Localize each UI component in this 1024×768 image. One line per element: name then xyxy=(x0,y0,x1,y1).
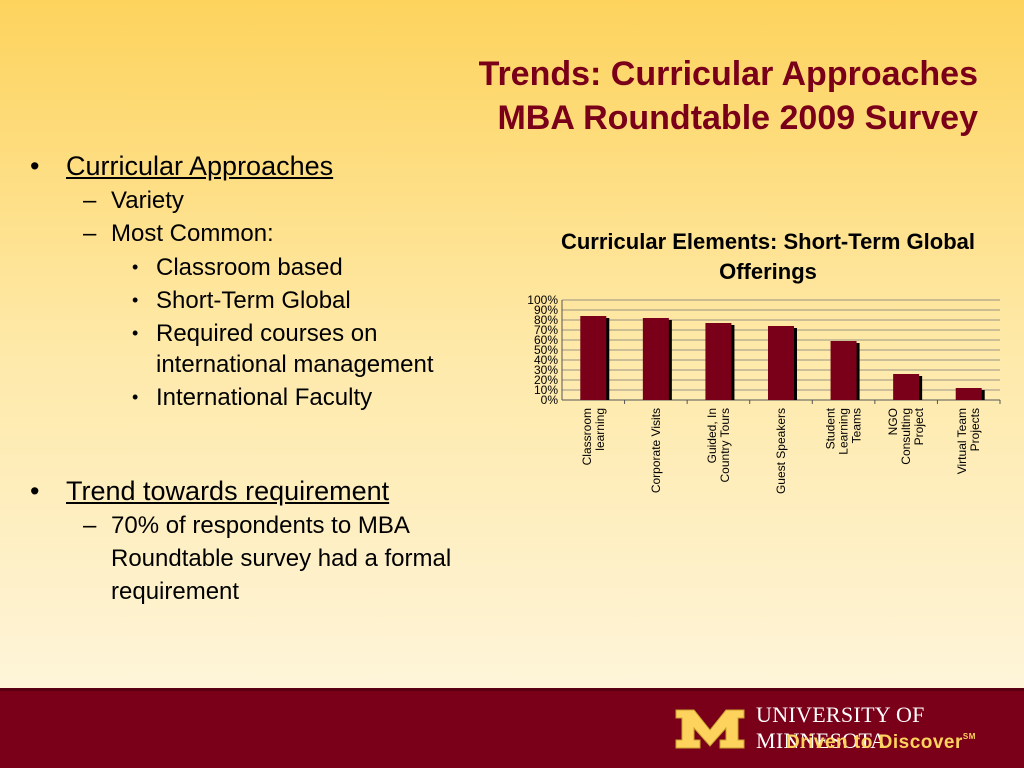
sub-sub-bullet-classroom: Classroom based xyxy=(28,252,508,283)
slide-title-line-1: Trends: Curricular Approaches xyxy=(478,55,978,93)
footer-divider xyxy=(0,688,1024,691)
x-tick-label: Teams xyxy=(850,408,864,443)
slide-title: Trends: Curricular Approaches MBA Roundt… xyxy=(278,52,978,140)
bar xyxy=(955,388,982,400)
bullet-list: Curricular Approaches Variety Most Commo… xyxy=(28,148,508,608)
y-tick-label: 60% xyxy=(534,333,558,347)
x-tick-label: Country Tours xyxy=(718,408,732,482)
sub-sub-bullet-short-term: Short-Term Global xyxy=(28,285,508,316)
sub-bullet-variety: Variety xyxy=(28,184,508,217)
x-tick-label-group: Virtual Team Projects xyxy=(955,408,982,474)
tagline: Driven to DiscoverSM xyxy=(786,732,976,753)
x-tick-label: Virtual Team xyxy=(955,408,969,474)
x-tick-label-group: Guided, In Country Tours xyxy=(705,408,732,482)
bar-chart: 0%10%20%30%40%50%60%70%80%90%100% Classro… xyxy=(527,293,1001,494)
x-tick-label: Classroom xyxy=(580,408,594,465)
y-tick-label: 20% xyxy=(534,373,558,387)
x-tick-label-group: Guest Speakers xyxy=(774,408,788,494)
x-tick-label: Student xyxy=(824,407,838,449)
x-tick-label: Guest Speakers xyxy=(774,408,788,494)
y-tick-label: 0% xyxy=(541,393,559,407)
x-tick-label: Project xyxy=(912,407,926,445)
bar xyxy=(893,374,920,400)
bar xyxy=(642,318,669,400)
y-tick-label: 100% xyxy=(527,293,558,307)
bar xyxy=(705,323,732,400)
service-mark: SM xyxy=(962,732,976,741)
sub-sub-bullet-international-faculty: International Faculty xyxy=(28,382,508,413)
y-tick-label: 70% xyxy=(534,323,558,337)
x-tick-label: Guided, In xyxy=(705,408,719,463)
chart-title: Curricular Elements: Short-Term Global O… xyxy=(560,229,975,284)
x-tick-label-group: Corporate Visits xyxy=(649,408,663,493)
x-tick-label: learning xyxy=(593,408,607,451)
slide-title-line-2: MBA Roundtable 2009 Survey xyxy=(497,99,978,137)
x-tick-label-group: NGO Consulting Project xyxy=(886,407,926,464)
x-tick-label: Consulting xyxy=(899,408,913,465)
university-m-logo-icon xyxy=(675,709,745,749)
university-name: UNIVERSITY OF MINNESOTA xyxy=(756,702,925,753)
y-tick-label: 80% xyxy=(534,313,558,327)
x-tick-label: Corporate Visits xyxy=(649,408,663,493)
bar xyxy=(768,326,794,400)
sub-bullet-seventy-percent: 70% of respondents to MBA Roundtable sur… xyxy=(28,509,508,608)
bullet-trend-requirement: Trend towards requirement xyxy=(28,473,508,509)
x-tick-label: Learning xyxy=(837,408,851,455)
x-tick-label-group: Student Learning Teams xyxy=(824,407,864,454)
footer-bar xyxy=(0,688,1024,768)
x-tick-label: Projects xyxy=(968,408,982,451)
y-tick-label: 90% xyxy=(534,303,558,317)
y-tick-label: 30% xyxy=(534,363,558,377)
x-tick-label-group: Classroom learning xyxy=(580,408,607,465)
x-tick-label: NGO xyxy=(886,408,900,435)
y-tick-label: 50% xyxy=(534,343,558,357)
y-tick-label: 10% xyxy=(534,383,558,397)
bullet-curricular-approaches: Curricular Approaches xyxy=(28,148,508,184)
bar xyxy=(830,341,857,400)
bar xyxy=(580,316,607,400)
sub-bullet-most-common: Most Common: xyxy=(28,217,508,250)
y-tick-label: 40% xyxy=(534,353,558,367)
sub-sub-bullet-required-courses: Required courses on international manage… xyxy=(28,318,508,380)
